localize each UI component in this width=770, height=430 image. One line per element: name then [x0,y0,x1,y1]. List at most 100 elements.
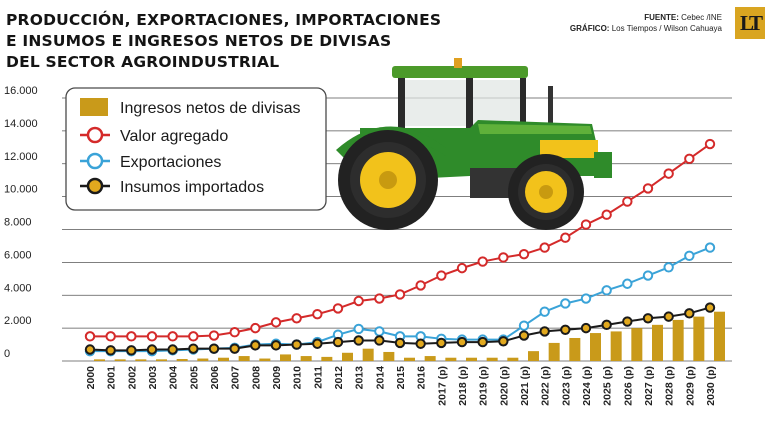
point-insumos [498,336,509,347]
bar-ingresos [528,351,539,361]
bar-ingresos [259,358,271,361]
x-tick-label: 2029 (p) [684,366,696,406]
tractor-front-hub [539,185,553,199]
point-exportaciones [642,270,654,281]
point-insumos [105,345,116,356]
point-valor-agregado [684,153,695,165]
source-label: FUENTE: [644,13,679,22]
point-valor-agregado [642,183,654,194]
legend-box [65,87,327,211]
x-tick-label: 2024 (p) [581,366,593,406]
bar-ingresos [176,359,188,361]
title-line-1: PRODUCCIÓN, EXPORTACIONES, IMPORTACIONES [6,11,442,29]
bars-ingresos-netos [94,311,725,361]
series-lines [84,138,716,357]
title-line-3: DEL SECTOR AGROINDUSTRIAL [6,53,280,71]
x-tick-label: 2008 [250,366,262,390]
tractor-exhaust [548,86,553,126]
x-tick-label: 2018 (p) [457,366,469,406]
x-tick-label: 2019 (p) [478,366,490,406]
bar-ingresos [466,357,477,361]
bar-ingresos [300,356,312,361]
point-insumos [642,313,654,324]
point-valor-agregado [477,256,488,267]
point-valor-agregado [250,322,261,334]
y-tick-label: 2.000 [4,315,32,327]
point-insumos [374,335,385,346]
legend-label-ingresos: Ingresos netos de divisas [120,100,301,117]
legend-label-valor: Valor agregado [120,128,228,145]
point-insumos [353,335,364,346]
x-tick-label: 2022 (p) [540,366,552,406]
point-valor-agregado [456,262,468,274]
y-tick-label: 8.000 [4,217,32,229]
bar-ingresos [94,359,105,361]
point-exportaciones [663,262,674,273]
tractor-yellow-stripe [540,140,598,158]
point-insumos [477,336,488,348]
point-valor-agregado [704,138,716,150]
bar-ingresos [114,359,126,361]
x-tick-label: 2021 (p) [519,366,531,406]
x-tick-label: 2017 (p) [436,366,448,406]
bar-ingresos [652,324,663,361]
x-tick-label: 2001 [106,366,118,390]
tractor-beacon [454,58,462,68]
bar-ingresos [280,354,291,361]
x-tick-label: 2015 [395,366,407,390]
point-valor-agregado [229,327,240,338]
point-exportaciones [374,326,385,337]
point-insumos [704,302,716,313]
point-valor-agregado [560,232,571,243]
legend-marker-exportaciones [86,152,104,170]
point-valor-agregado [291,313,302,324]
bar-ingresos [238,356,250,361]
graphic-credit: GRÁFICO: Los Tiempos / Wilson Cahuaya [570,23,722,34]
bar-ingresos [610,331,622,361]
point-exportaciones [539,306,550,317]
bar-ingresos [507,357,519,361]
y-axis: 0 2.000 4.000 6.000 8.000 10.000 12.000 14.000 1… [4,85,38,360]
bar-ingresos [548,342,560,361]
x-tick-label: 2014 [374,366,386,390]
y-tick-label: 6.000 [4,249,32,261]
x-tick-label: 2009 [271,366,283,390]
point-exportaciones [518,320,530,331]
tractor-cabin-post [520,78,526,136]
point-valor-agregado [312,308,323,320]
point-exportaciones [704,242,716,253]
point-insumos [84,344,96,355]
bar-ingresos [321,356,333,361]
point-insumos [539,326,550,337]
point-exportaciones [580,293,592,304]
point-valor-agregado [84,331,96,342]
x-tick-label: 2007 [230,366,242,390]
x-tick-label: 2013 [354,366,366,390]
tractor-illustration [336,58,612,230]
x-tick-label: 2012 [333,366,345,390]
point-insumos [622,316,633,327]
x-tick-label: 2006 [209,366,221,390]
point-insumos [250,340,261,351]
point-insumos [270,340,282,351]
point-exportaciones [560,298,571,309]
title-line-2: E INSUMOS E INGRESOS NETOS DE DIVISAS [6,32,392,50]
x-tick-label: 2023 (p) [560,366,572,406]
los-tiempos-logo: LT [735,7,765,39]
point-valor-agregado [415,280,426,291]
source-value: Cebec /INE [681,13,722,22]
x-tick-label: 2028 (p) [664,366,676,406]
point-insumos [146,344,158,355]
y-tick-label: 16.000 [4,85,38,97]
bar-ingresos [714,311,725,361]
x-tick-label: 2005 [188,366,200,390]
point-valor-agregado [622,196,633,207]
point-insumos [436,337,447,349]
point-insumos [291,339,302,350]
legend-label-exportaciones: Exportaciones [120,154,221,171]
bar-ingresos [693,316,705,361]
graphic-value: Los Tiempos / Wilson Cahuaya [611,24,722,33]
x-axis: 2000 2001 2002 2003 2004 2005 2006 2007 2008 2009… [85,366,717,406]
x-tick-label: 2030 (p) [705,366,717,406]
tractor-hood-stripe [478,124,592,134]
